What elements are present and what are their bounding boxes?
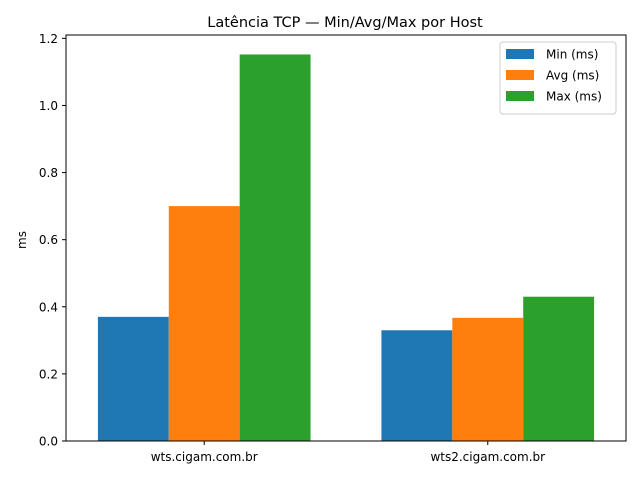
y-axis-label: ms: [15, 231, 29, 249]
y-tick-label: 0.4: [39, 300, 58, 314]
bar-min-1: [97, 316, 169, 441]
bars-layer: [97, 54, 595, 442]
bar-avg-1: [168, 206, 240, 441]
y-tick-label: 0.8: [39, 166, 58, 180]
plot-frame: [65, 34, 627, 442]
legend-swatch: [506, 49, 534, 59]
y-tick-label: 0.0: [39, 435, 58, 449]
legend-label: Min (ms): [546, 48, 598, 62]
legend-swatch: [506, 91, 534, 101]
legend-label: Avg (ms): [546, 69, 599, 83]
x-tick-label: wts.cigam.com.br: [151, 450, 258, 464]
legend: Min (ms) Avg (ms) Max (ms): [499, 41, 617, 115]
chart-title: Latência TCP — Min/Avg/Max por Host: [207, 15, 483, 31]
bar-max-1: [239, 54, 311, 442]
axes-layer: [65, 34, 627, 442]
bar-min-2: [381, 330, 453, 441]
y-tick-label: 1.0: [39, 99, 58, 113]
bar-max-2: [523, 296, 595, 441]
legend-label: Max (ms): [546, 90, 602, 104]
legend-swatch: [506, 70, 534, 80]
bar-avg-2: [452, 317, 524, 441]
y-tick-label: 0.6: [39, 233, 58, 247]
ticks-layer: 0.0 0.2 0.4 0.6 0.8 1.0 1.2 wts.cigam.com.br wts…: [39, 32, 545, 464]
y-tick-label: 0.2: [39, 367, 58, 381]
x-tick-label: wts2.cigam.com.br: [430, 450, 545, 464]
y-tick-label: 1.2: [39, 32, 58, 46]
